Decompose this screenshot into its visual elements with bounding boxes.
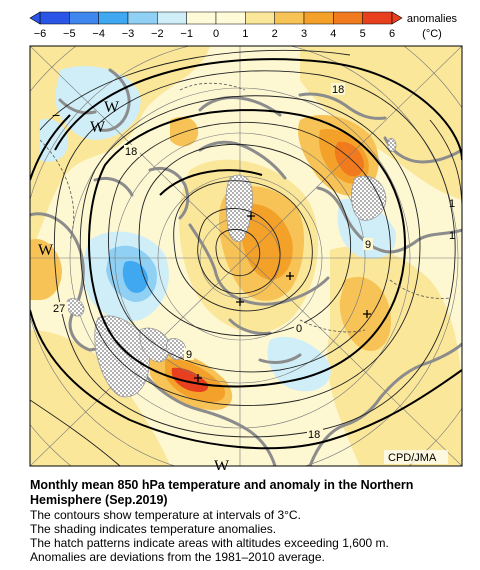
colorbar-tick-label: 4: [330, 28, 336, 40]
plus-marker: [247, 212, 255, 220]
colorbar-tick-label: −1: [180, 28, 193, 40]
warm-anomaly-region: [30, 239, 62, 300]
colorbar-box: [69, 11, 99, 25]
contour-label: 1: [449, 198, 455, 210]
colorbar-tick-label: 3: [301, 28, 307, 40]
caption-line: The hatch patterns indicate areas with a…: [30, 536, 389, 550]
contour-label: 9: [186, 349, 192, 361]
colorbar-tick-label: −4: [92, 28, 105, 40]
warm-center-symbol: W: [214, 458, 230, 470]
credit-text: CPD/JMA: [388, 452, 437, 464]
warm-center-symbol: W: [90, 119, 106, 136]
cold-anomaly-region: [337, 199, 396, 259]
legend-unit: (°C): [422, 28, 442, 40]
colorbar-tick-label: −6: [34, 28, 47, 40]
warm-center-symbol: W: [104, 99, 120, 116]
map-frame: [29, 45, 463, 467]
colorbar-box: [157, 11, 187, 25]
colorbar-box: [98, 11, 129, 25]
contour-label: 18: [332, 84, 344, 96]
colorbar-box: [186, 11, 217, 25]
colorbar-box: [245, 11, 275, 25]
colorbar-tick-label: −2: [151, 28, 164, 40]
colorbar-left-arrow: [29, 11, 41, 25]
colorbar-box: [303, 11, 334, 25]
contour-labels: 18 18 9 9 0 18 27 1 1: [52, 83, 455, 441]
hemisphere-map: 18 18 9 9 0 18 27 1 1 W W W W − CPD/JMA: [29, 45, 463, 470]
colorbar-box: [274, 11, 305, 25]
colorbar-tick-label: 2: [272, 28, 278, 40]
colorbar-tick-label: 5: [360, 28, 366, 40]
cold-center-symbol: −: [52, 107, 60, 123]
high-altitude-areas: [65, 138, 397, 398]
caption-line: The shading indicates temperature anomal…: [30, 522, 277, 536]
cold-anomaly-region: [267, 336, 331, 392]
plus-marker: [286, 272, 294, 280]
cold-anomaly-region: [40, 118, 69, 162]
caption-title-line2: Hemisphere (Sep.2019): [30, 493, 168, 507]
hot-anomaly-region: [334, 141, 364, 177]
plus-marker: [194, 374, 202, 382]
plus-marker: [236, 298, 244, 306]
colorbar-box: [333, 11, 363, 25]
colorbar-tick-label: 0: [213, 28, 219, 40]
colorbar-tick-label: 1: [242, 28, 248, 40]
caption-line: Anomalies are deviations from the 1981–2…: [30, 550, 325, 564]
contour-label: 18: [308, 429, 320, 441]
colorbar-tick-label: 6: [389, 28, 395, 40]
legend-label: anomalies: [407, 13, 458, 25]
colorbar-tick-label: −5: [63, 28, 76, 40]
hot-anomaly-region: [171, 367, 209, 392]
contour-label: 0: [296, 323, 302, 335]
contour-label: 27: [53, 303, 65, 315]
colorbar-box: [127, 11, 158, 25]
caption-title-line1: Monthly mean 850 hPa temperature and ano…: [30, 478, 414, 492]
colorbar-tick-label: −3: [122, 28, 135, 40]
zero-anomaly-contours: [39, 82, 451, 333]
system-symbols: W W W W −: [38, 99, 230, 470]
caption-line: The contours show temperature at interva…: [30, 508, 301, 522]
contour-label: 18: [125, 146, 137, 158]
colorbar-box: [362, 11, 393, 25]
anomaly-colorbar: −6 −5 −4 −3 −2 −1 0 1 2 3 4 5 6 anomalies (°C): [29, 11, 458, 40]
caption: Monthly mean 850 hPa temperature and ano…: [30, 478, 470, 564]
anomaly-markers: [194, 212, 371, 382]
colorbar-box: [215, 11, 246, 25]
contour-label: 1: [449, 230, 455, 242]
warm-anomaly-region: [170, 116, 199, 147]
colorbar-right-arrow: [391, 11, 403, 25]
bold-contours: [30, 58, 462, 450]
warm-center-symbol: W: [38, 242, 54, 259]
contour-label: 9: [365, 239, 371, 251]
colorbar-ticks: −6 −5 −4 −3 −2 −1 0 1 2 3 4 5 6: [34, 28, 395, 40]
map-field: [30, 46, 462, 466]
colorbar-box: [39, 11, 70, 25]
plus-marker: [363, 310, 371, 318]
colorbar-boxes: [39, 11, 393, 25]
